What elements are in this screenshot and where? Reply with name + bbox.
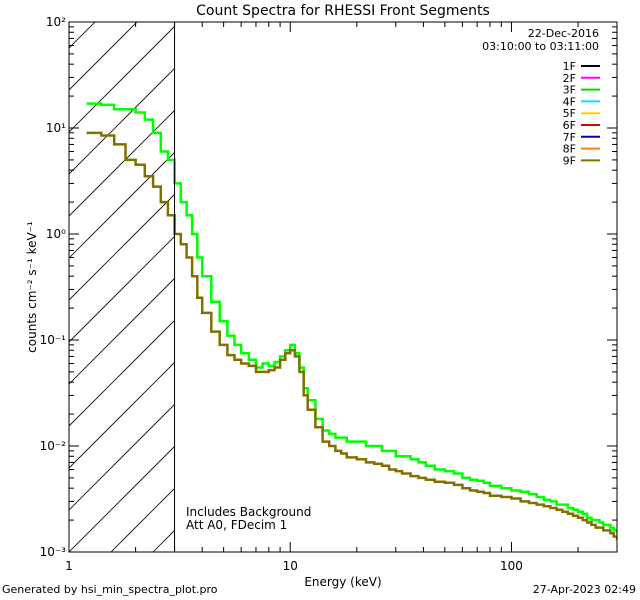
time-range-label: 03:10:00 to 03:11:00 <box>482 40 599 53</box>
y-tick-label-1e1: 10¹ <box>46 121 66 135</box>
hatch-line <box>69 445 175 552</box>
x-tick-label-100: 100 <box>500 559 523 573</box>
legend-label-6F: 6F <box>563 119 576 132</box>
annotation-background: Includes Background <box>186 505 311 519</box>
y-tick-label-1e2: 10² <box>46 15 66 29</box>
hatch-line <box>69 403 175 511</box>
legend-label-2F: 2F <box>563 72 576 85</box>
x-tick-label-1: 1 <box>65 559 73 573</box>
hatch-line <box>237 22 640 552</box>
legend-label-4F: 4F <box>563 95 576 108</box>
legend-label-5F: 5F <box>563 107 576 120</box>
hatch-line <box>69 151 175 259</box>
legend-label-3F: 3F <box>563 84 576 97</box>
hatch-line <box>405 22 640 552</box>
hatch-line <box>69 22 96 49</box>
axis-ticks <box>68 22 618 553</box>
series-layer <box>86 102 617 540</box>
hatched-region <box>69 22 640 552</box>
y-tick-label-1e-1: 10⁻¹ <box>40 333 67 347</box>
y-tick-label-1e-2: 10⁻² <box>40 439 67 453</box>
hatch-line <box>615 22 640 552</box>
hatch-line <box>110 487 175 552</box>
hatch-line <box>447 22 640 552</box>
hatch-line <box>69 25 175 133</box>
y-tick-label-1e0: 10⁰ <box>46 227 66 241</box>
legend-label-1F: 1F <box>563 60 576 73</box>
annotation-attenuator: Att A0, FDecim 1 <box>186 518 287 532</box>
plot-frame <box>68 21 618 553</box>
x-tick-label-10: 10 <box>283 559 298 573</box>
hatch-line <box>69 193 175 301</box>
footer-generated-by: Generated by hsi_min_spectra_plot.pro <box>2 583 218 596</box>
date-label: 22-Dec-2016 <box>528 27 599 40</box>
legend-label-7F: 7F <box>563 131 576 144</box>
hatch-line <box>69 235 175 343</box>
y-tick-label-1e-3: 10⁻³ <box>40 545 67 559</box>
chart-title: Count Spectra for RHESSI Front Segments <box>196 3 490 19</box>
hatch-line <box>69 277 175 385</box>
y-axis-label: counts cm⁻² s⁻¹ keV⁻¹ <box>25 221 39 353</box>
x-axis-label: Energy (keV) <box>304 575 381 589</box>
legend-label-9F: 9F <box>563 154 576 167</box>
legend-label-8F: 8F <box>563 143 576 156</box>
footer-timestamp: 27-Apr-2023 02:49 <box>532 583 636 596</box>
hatch-line <box>69 109 175 217</box>
series-line-9F <box>86 131 617 540</box>
series-line-3F <box>86 102 617 534</box>
hatch-line <box>69 361 175 469</box>
